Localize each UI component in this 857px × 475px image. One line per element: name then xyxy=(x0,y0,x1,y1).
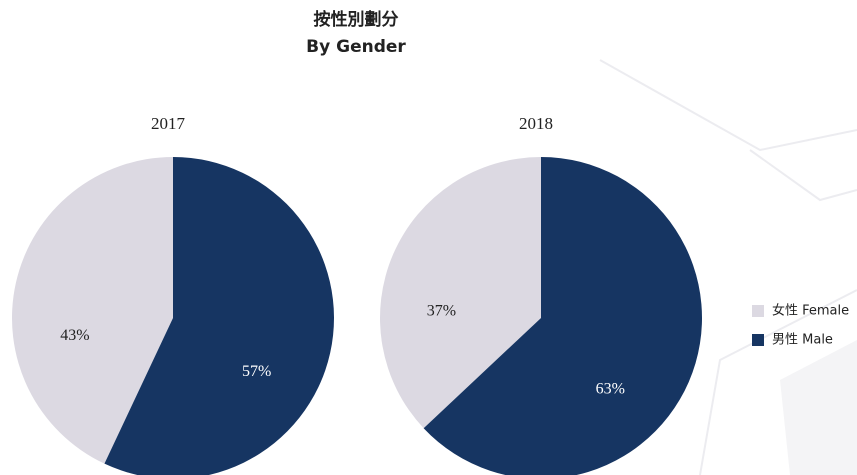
value-label: 57% xyxy=(242,363,271,380)
pie-slice xyxy=(11,157,173,464)
value-label: 63% xyxy=(596,381,625,398)
value-label: 43% xyxy=(60,327,89,344)
legend-swatch xyxy=(752,305,764,317)
legend-label: 女性 Female xyxy=(772,303,849,319)
subtitle: By Gender xyxy=(306,37,406,57)
background-decoration xyxy=(599,59,857,475)
pie-slice xyxy=(380,157,541,429)
legend-swatch xyxy=(752,334,764,346)
pie-slice xyxy=(423,157,702,475)
pie-title: 2018 xyxy=(519,114,553,133)
value-label: 37% xyxy=(427,303,456,320)
legend-label: 男性 Male xyxy=(772,333,833,348)
pie-slice xyxy=(104,157,334,475)
pie-title: 2017 xyxy=(151,114,186,133)
title: 按性別劃分 xyxy=(314,9,399,30)
